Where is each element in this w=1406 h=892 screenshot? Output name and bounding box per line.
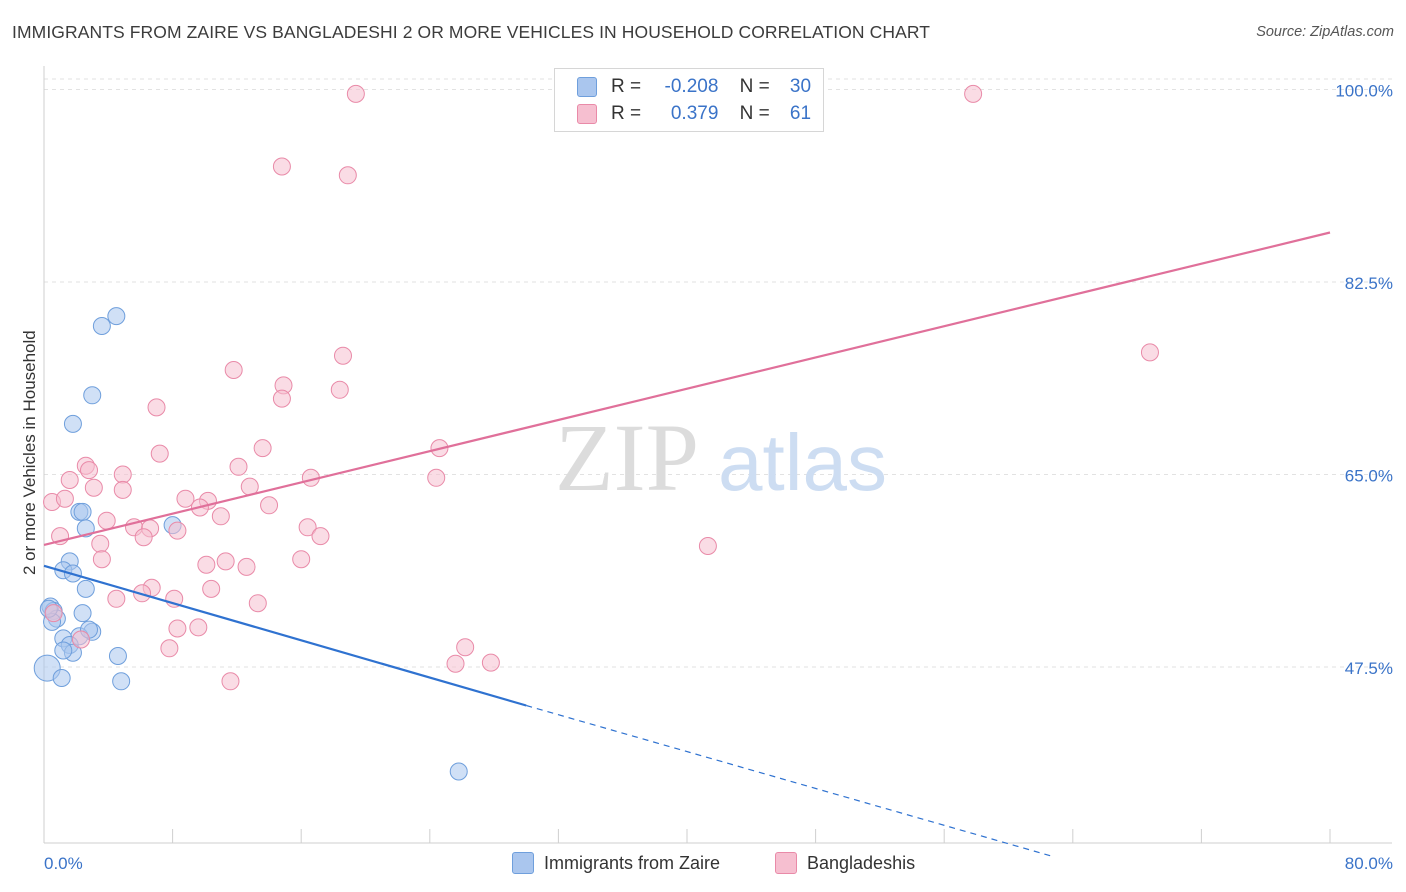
point-bangladeshi-42 (292, 550, 311, 569)
correlation-legend: R = -0.208 N = 30 R = 0.379 N = 61 (554, 68, 824, 132)
point-bangladeshi-6 (224, 361, 243, 379)
source-label: Source: ZipAtlas.com (1256, 24, 1394, 40)
data-points (33, 84, 1159, 781)
point-bangladeshi-45 (237, 557, 256, 576)
point-bangladeshi-31 (211, 507, 230, 526)
trend-line-zaire-extrapolated (526, 704, 1053, 857)
legend-row-zaire-text: R = -0.208 N = 30 (611, 76, 811, 98)
bottom-legend-swatch-bangladeshi (775, 852, 797, 874)
y-tick-label-2: 82.5% (1345, 274, 1393, 293)
point-bangladeshi-44 (216, 552, 235, 571)
point-bangladeshi-25 (55, 489, 74, 508)
watermark: ZIP atlas (555, 404, 887, 511)
point-bangladeshi-54 (44, 604, 63, 623)
point-zaire-15 (73, 604, 92, 623)
bottom-legend-swatch-zaire (512, 852, 534, 874)
point-bangladeshi-5 (333, 346, 352, 365)
legend-n-value-bangladeshi: 61 (789, 103, 812, 124)
point-zaire-23 (108, 647, 127, 665)
point-zaire-27 (449, 762, 468, 781)
point-bangladeshi-16 (80, 461, 99, 480)
point-bangladeshi-58 (446, 654, 465, 673)
point-zaire-5 (73, 502, 92, 521)
legend-r-value-bangladeshi: 0.379 (670, 103, 719, 124)
point-bangladeshi-8 (330, 380, 349, 399)
bottom-legend-zaire: Immigrants from Zaire (512, 852, 720, 874)
point-bangladeshi-32 (298, 518, 317, 537)
y-axis-title: 2 or more Vehicles in Household (20, 330, 39, 575)
point-bangladeshi-12 (253, 439, 272, 458)
point-bangladeshi-39 (91, 534, 110, 553)
chart-title: IMMIGRANTS FROM ZAIRE VS BANGLADESHI 2 O… (12, 22, 931, 42)
point-bangladeshi-30 (97, 511, 116, 530)
y-tick-label-0: 47.5% (1345, 659, 1393, 678)
point-bangladeshi-38 (311, 527, 330, 546)
legend-swatch-zaire (577, 77, 597, 97)
legend-r-value-zaire: -0.208 (664, 76, 719, 97)
point-bangladeshi-4 (1140, 343, 1159, 362)
point-bangladeshi-10 (147, 398, 166, 417)
point-bangladeshi-20 (427, 468, 446, 487)
watermark-atlas: atlas (718, 418, 887, 507)
axes (43, 66, 1392, 844)
point-bangladeshi-9 (272, 389, 291, 408)
trend-line-bangladeshi (43, 231, 1331, 546)
bottom-legend-label-bangladeshi: Bangladeshis (807, 852, 916, 873)
point-zaire-26 (112, 672, 131, 691)
legend-r-label: R = (611, 76, 642, 97)
point-bangladeshi-37 (134, 528, 153, 547)
point-bangladeshi-48 (107, 589, 126, 608)
point-bangladeshi-22 (113, 480, 132, 499)
tick-labels: 47.5% 65.0% 82.5% 100.0% 0.0% 80.0% (44, 82, 1393, 874)
point-bangladeshi-15 (229, 457, 248, 476)
point-bangladeshi-11 (150, 444, 169, 463)
point-bangladeshi-59 (481, 653, 500, 672)
point-zaire-3 (63, 414, 82, 433)
point-bangladeshi-2 (272, 157, 291, 176)
legend-n-label: N = (739, 76, 770, 97)
x-tick-label-start: 0.0% (44, 854, 83, 873)
point-bangladeshi-3 (338, 166, 357, 185)
point-bangladeshi-18 (60, 471, 79, 489)
point-bangladeshi-55 (71, 630, 90, 649)
point-bangladeshi-57 (160, 639, 179, 658)
point-bangladeshi-26 (176, 489, 195, 508)
point-bangladeshi-47 (202, 579, 221, 598)
grid-lines (44, 78, 1392, 668)
point-bangladeshi-40 (698, 537, 717, 555)
point-bangladeshi-52 (168, 619, 187, 638)
point-bangladeshi-51 (248, 594, 267, 613)
y-tick-label-3: 100.0% (1335, 82, 1393, 101)
point-bangladeshi-1 (964, 84, 983, 103)
trend-lines (43, 231, 1331, 857)
legend-r-label: R = (611, 103, 642, 124)
point-zaire-0 (107, 307, 126, 326)
point-bangladeshi-53 (189, 618, 208, 637)
bottom-legend-bangladeshi: Bangladeshis (775, 852, 915, 874)
point-zaire-11 (76, 579, 95, 598)
point-bangladeshi-29 (260, 496, 279, 515)
point-bangladeshi-60 (221, 672, 240, 691)
point-zaire-25 (52, 669, 71, 687)
legend-swatch-bangladeshi (577, 104, 597, 124)
trend-line-zaire (43, 564, 527, 707)
point-bangladeshi-41 (92, 550, 111, 569)
legend-n-label: N = (739, 103, 770, 124)
point-zaire-22 (54, 641, 73, 660)
legend-n-value-zaire: 30 (789, 76, 812, 97)
watermark-zip: ZIP (555, 404, 699, 511)
bottom-legend-label-zaire: Immigrants from Zaire (544, 852, 721, 873)
point-bangladeshi-35 (168, 521, 187, 540)
point-bangladeshi-21 (84, 478, 103, 497)
point-bangladeshi-0 (346, 84, 365, 103)
point-bangladeshi-43 (197, 555, 216, 574)
point-zaire-1 (92, 317, 111, 335)
legend-row-bangladeshi-text: R = 0.379 N = 61 (611, 103, 811, 125)
y-tick-label-1: 65.0% (1345, 467, 1393, 486)
y-axis-title-wrap: 2 or more Vehicles in Household (0, 330, 150, 575)
point-zaire-2 (83, 386, 102, 405)
point-bangladeshi-56 (456, 638, 475, 657)
x-tick-label-end: 80.0% (1345, 854, 1393, 873)
